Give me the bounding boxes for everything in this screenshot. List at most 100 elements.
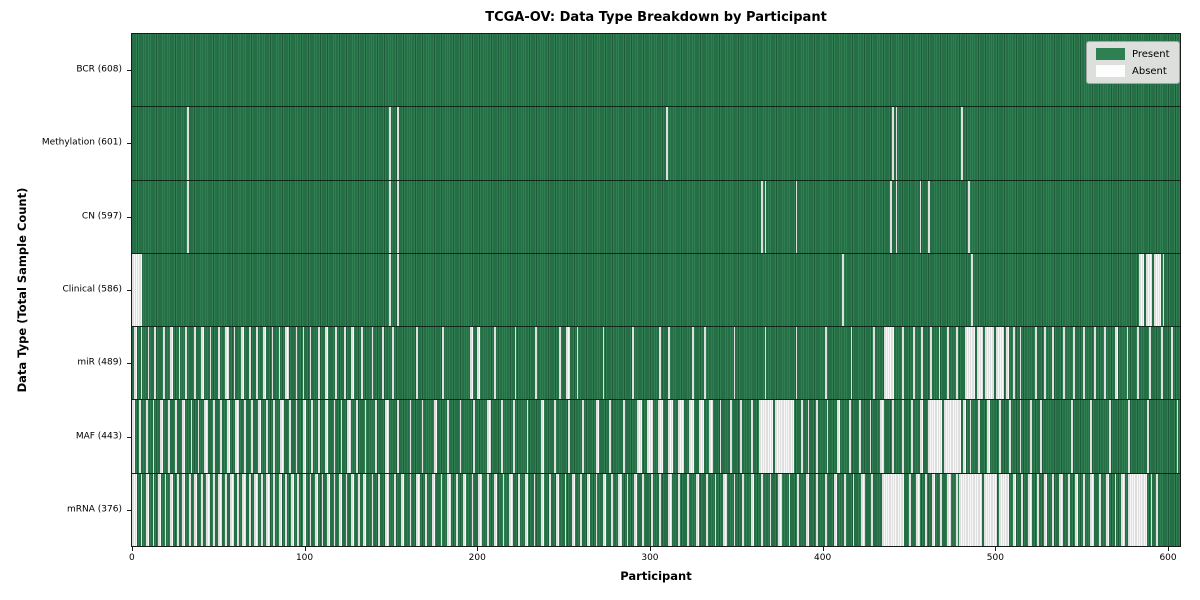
absent-stripe (1019, 400, 1022, 473)
absent-stripe (999, 400, 1001, 473)
absent-stripe (145, 473, 150, 546)
absent-stripe (302, 473, 307, 546)
absent-stripe (618, 473, 622, 546)
absent-stripe (788, 473, 791, 546)
x-tick-label: 200 (468, 553, 486, 563)
absent-stripe (225, 327, 229, 400)
absent-stripe (242, 473, 246, 546)
absent-stripe (314, 473, 319, 546)
absent-stripe (290, 473, 295, 546)
absent-stripe (836, 400, 841, 473)
absent-stripe (416, 327, 419, 400)
absent-stripe (381, 327, 384, 400)
absent-stripe (704, 327, 706, 400)
absent-stripe (397, 253, 400, 327)
absent-stripe (487, 400, 491, 473)
absent-stripe (132, 253, 143, 327)
absent-stripe (861, 473, 865, 546)
absent-stripe (256, 327, 258, 400)
absent-stripe (688, 400, 694, 473)
absent-stripe (1161, 327, 1163, 400)
absent-stripe (1036, 473, 1039, 546)
absent-stripe (219, 400, 222, 473)
absent-stripe (955, 327, 958, 400)
y-tick-mark (127, 436, 131, 438)
absent-stripe (668, 400, 674, 473)
absent-stripe (138, 400, 141, 473)
x-tick-mark (995, 547, 997, 551)
absent-stripe (295, 327, 298, 400)
absent-stripe (533, 473, 536, 546)
absent-stripe (928, 400, 943, 473)
absent-stripe (919, 400, 924, 473)
absent-stripe (637, 400, 643, 473)
absent-stripe (442, 327, 444, 400)
absent-stripe (302, 400, 307, 473)
absent-stripe (938, 327, 941, 400)
absent-stripe (1105, 473, 1110, 546)
absent-stripe (263, 327, 267, 400)
absent-stripe (225, 473, 227, 546)
absent-stripe (611, 473, 613, 546)
absent-stripe (1040, 400, 1043, 473)
absent-stripe (218, 473, 222, 546)
absent-stripe (1136, 327, 1139, 400)
absent-stripe (852, 473, 855, 546)
heatmap-row-MAF (132, 399, 1180, 473)
absent-stripe (187, 180, 189, 253)
absent-stripe (764, 327, 767, 400)
absent-stripe (928, 180, 931, 253)
absent-stripe (740, 400, 743, 473)
absent-stripe (145, 400, 148, 473)
x-tick-label: 0 (128, 553, 135, 563)
x-axis-label: Participant (620, 569, 692, 583)
absent-stripe (1019, 327, 1022, 400)
absent-stripe (525, 473, 529, 546)
absent-stripe (1162, 253, 1165, 327)
absent-stripe (971, 253, 974, 327)
absent-stripe (375, 400, 377, 473)
absent-stripe (169, 473, 174, 546)
heatmap-row-Methylation (132, 106, 1180, 180)
absent-stripe (226, 400, 231, 473)
absent-stripe (1114, 473, 1117, 546)
absent-stripe (311, 400, 313, 473)
absent-stripe (816, 473, 819, 546)
absent-stripe (512, 400, 515, 473)
absent-stripe (699, 400, 705, 473)
absent-stripe (433, 400, 438, 473)
chart-title: TCGA-OV: Data Type Breakdown by Particip… (485, 10, 827, 25)
absent-stripe (657, 400, 663, 473)
legend-present-swatch (1096, 48, 1125, 60)
absent-stripe (326, 473, 331, 546)
absent-stripe (962, 400, 967, 473)
absent-stripe (1021, 473, 1024, 546)
absent-stripe (999, 473, 1010, 546)
absent-stripe (213, 473, 215, 546)
absent-stripe (943, 400, 962, 473)
absent-stripe (778, 473, 782, 546)
absent-stripe (140, 327, 143, 400)
absent-stripe (514, 327, 517, 400)
x-tick-mark (477, 547, 479, 551)
absent-stripe (364, 400, 367, 473)
absent-stripe (678, 400, 684, 473)
legend: Present Absent (1086, 41, 1180, 84)
x-tick-mark (131, 547, 133, 551)
absent-stripe (1126, 327, 1129, 400)
absent-stripe (659, 327, 662, 400)
absent-stripe (985, 327, 994, 400)
absent-stripe (371, 327, 374, 400)
absent-stripe (1128, 473, 1148, 546)
absent-stripe (164, 473, 167, 546)
absent-stripe (647, 400, 653, 473)
absent-stripe (602, 473, 606, 546)
absent-stripe (249, 473, 251, 546)
absent-stripe (566, 327, 570, 400)
absent-stripe (476, 327, 481, 400)
absent-stripe (362, 473, 367, 546)
absent-stripe (271, 327, 274, 400)
absent-stripe (626, 473, 629, 546)
absent-stripe (976, 327, 984, 400)
absent-stripe (750, 473, 755, 546)
